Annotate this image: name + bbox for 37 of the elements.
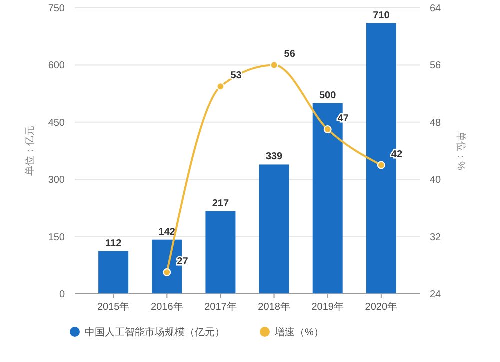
legend-label: 增速（%） xyxy=(274,326,324,338)
x-tick-label: 2018年 xyxy=(258,301,290,313)
y2-tick-label: 48 xyxy=(430,118,442,129)
y-tick-label: 150 xyxy=(48,232,66,244)
y-tick-label: 450 xyxy=(48,118,66,129)
y2-tick-label: 32 xyxy=(430,232,442,244)
point xyxy=(270,61,278,70)
point xyxy=(377,161,386,170)
y-tick-label: 0 xyxy=(59,290,66,300)
data-label: 710 xyxy=(373,10,390,22)
data-label: 112 xyxy=(106,238,122,250)
y-axis-title: 单位：亿元 xyxy=(24,126,36,176)
data-label: 142 xyxy=(158,226,176,238)
data-label: 217 xyxy=(212,198,230,210)
bar xyxy=(259,164,290,294)
point xyxy=(216,82,225,91)
point xyxy=(163,268,172,277)
data-label: 56 xyxy=(284,49,296,60)
data-label: 339 xyxy=(266,152,284,163)
y2-tick-label: 24 xyxy=(430,290,442,300)
bar xyxy=(206,211,236,294)
y-tick-label: 300 xyxy=(48,175,66,186)
x-tick-label: 2020年 xyxy=(365,301,398,313)
data-label: 500 xyxy=(320,90,337,102)
x-tick-label: 2016年 xyxy=(151,301,184,313)
y2-tick-label: 64 xyxy=(430,4,442,14)
y2-tick-label: 56 xyxy=(430,60,442,72)
x-tick-label: 2017年 xyxy=(204,301,237,313)
point xyxy=(324,126,332,134)
y2-axis-title: 单位：% xyxy=(455,132,467,171)
y-tick-label: 600 xyxy=(48,60,66,72)
y2-tick-label: 40 xyxy=(430,175,442,186)
legend-label: 中国人工智能市场规模（亿元） xyxy=(85,326,225,338)
bar xyxy=(98,251,129,294)
y-tick-label: 750 xyxy=(48,4,66,14)
x-tick-label: 2019年 xyxy=(312,301,344,313)
x-tick-label: 2015年 xyxy=(97,301,130,313)
